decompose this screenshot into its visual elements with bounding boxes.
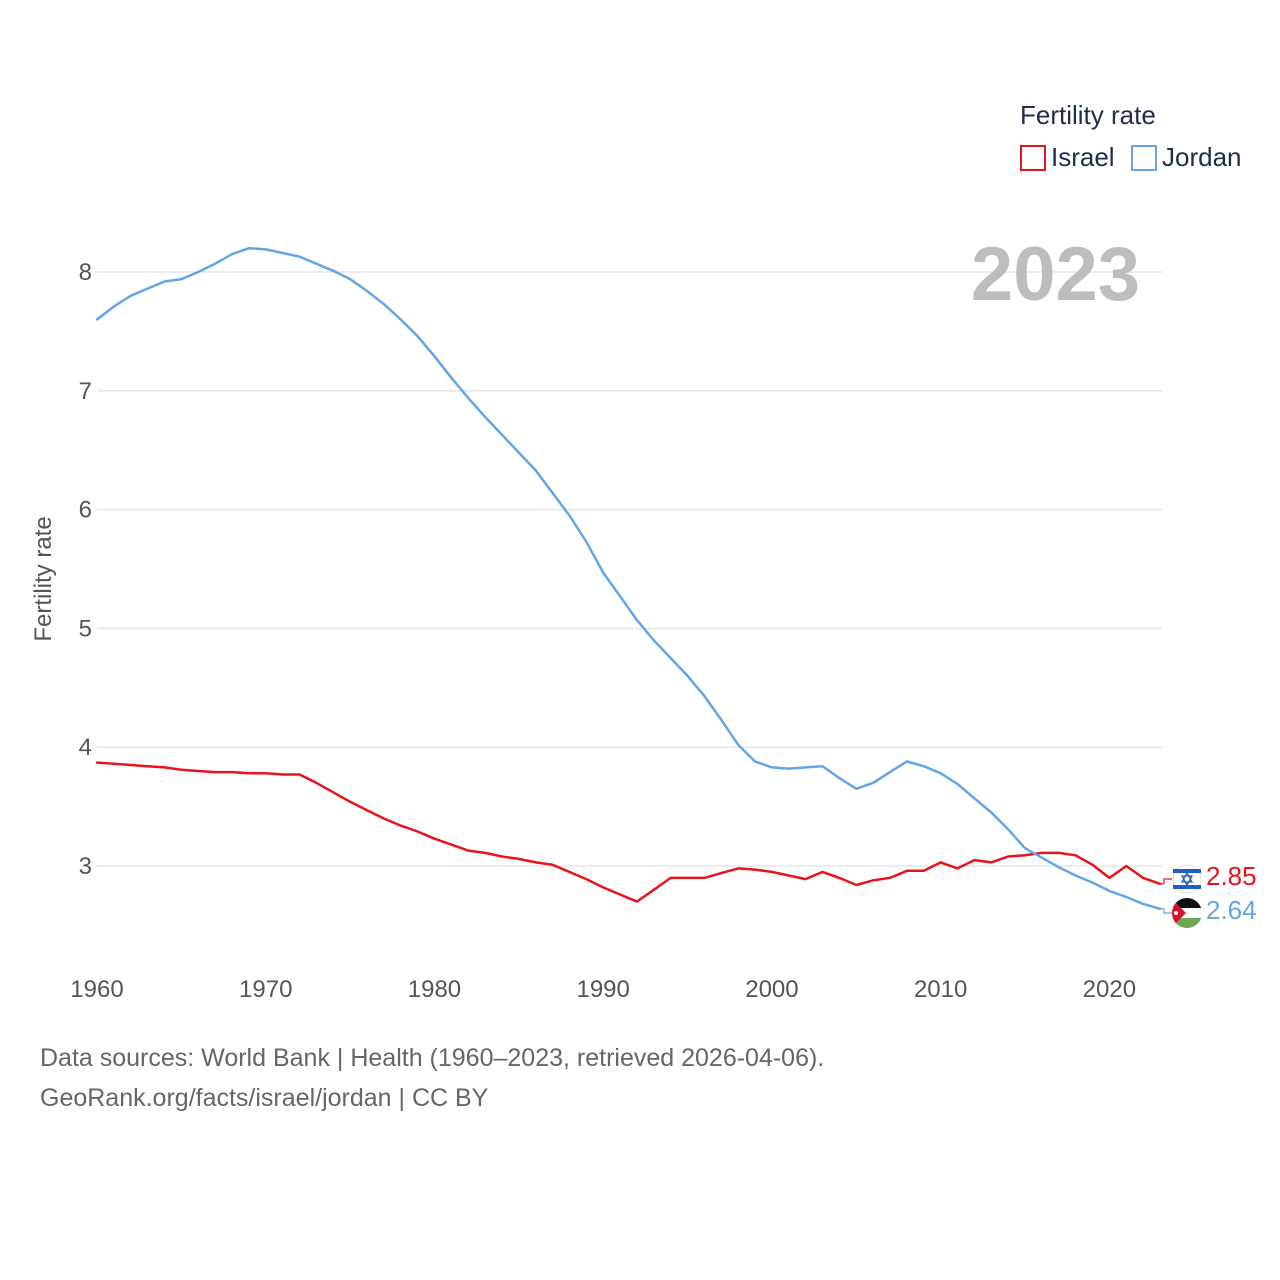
x-tick-label: 1970 <box>239 976 292 1003</box>
y-tick-label: 8 <box>79 259 92 286</box>
jordan-connector <box>1160 908 1172 914</box>
series-lines <box>95 246 1162 911</box>
x-tick-label: 1990 <box>576 976 629 1003</box>
jordan-flag-icon <box>1172 898 1202 928</box>
x-tick-label: 2000 <box>745 976 798 1003</box>
jordan-end-value: 2.64 <box>1206 895 1257 925</box>
legend-swatch-israel <box>1020 145 1046 171</box>
israel-flag-icon <box>1172 864 1202 894</box>
x-tick-label: 1960 <box>70 976 123 1003</box>
y-axis-title: Fertility rate <box>30 516 57 641</box>
israel-end-value: 2.85 <box>1206 861 1257 891</box>
x-tick-label: 2020 <box>1083 976 1136 1003</box>
y-tick-label: 5 <box>79 615 92 642</box>
legend-label-israel: Israel <box>1051 142 1115 172</box>
legend: Fertility rate Israel Jordan <box>1020 100 1242 172</box>
year-label: 2023 <box>971 232 1140 317</box>
x-tick-label: 1980 <box>408 976 461 1003</box>
source-note: Data sources: World Bank | Health (1960–… <box>40 1044 825 1072</box>
y-tick-label: 6 <box>79 497 92 524</box>
israel-connector <box>1160 878 1172 885</box>
y-tick-label: 3 <box>79 853 92 880</box>
legend-swatch-jordan <box>1131 145 1157 171</box>
credit-link[interactable]: GeoRank.org/facts/israel/jordan | CC BY <box>40 1084 489 1112</box>
y-tick-label: 7 <box>79 378 92 405</box>
end-markers: 2.85 2.64 <box>1160 861 1257 928</box>
legend-label-jordan: Jordan <box>1162 142 1242 172</box>
series-line-israel <box>95 761 1162 903</box>
legend-title: Fertility rate <box>1020 100 1156 130</box>
x-axis-ticks: 1960 1970 1980 1990 2000 2010 2020 <box>70 976 1136 1003</box>
y-axis-ticks: 3 4 5 6 7 8 <box>79 259 92 880</box>
y-tick-label: 4 <box>79 734 92 761</box>
gridlines <box>97 271 1162 867</box>
x-tick-label: 2010 <box>914 976 967 1003</box>
series-line-jordan <box>95 246 1162 911</box>
